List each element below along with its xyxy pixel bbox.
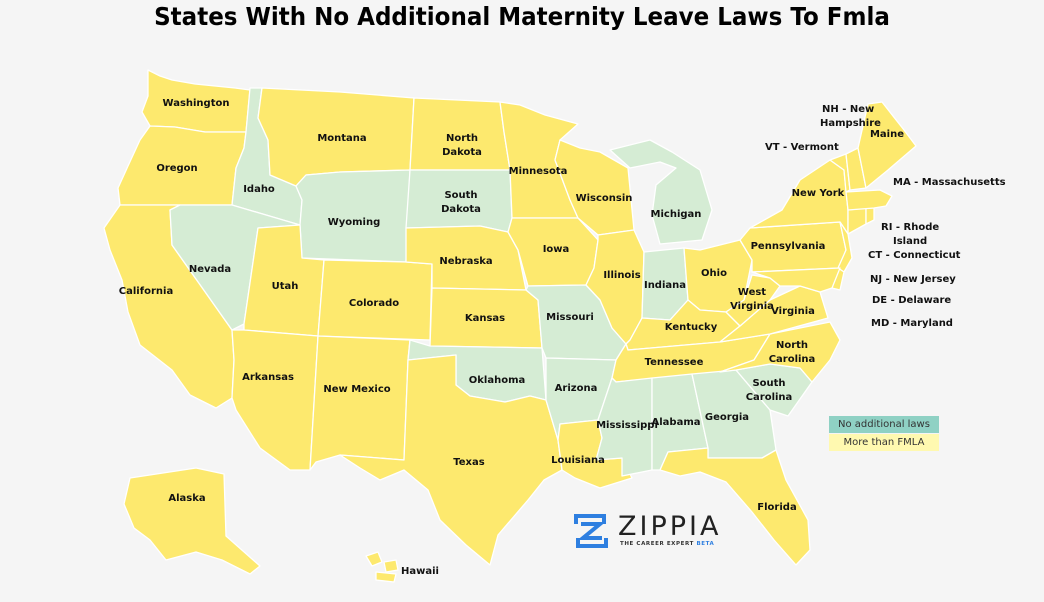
label-nebraska: Nebraska	[439, 256, 492, 267]
label-south-carolina-2: Carolina	[746, 392, 793, 403]
label-north-carolina-1: North	[776, 340, 808, 351]
abbr-ri-1: RI - Rhode	[881, 222, 939, 233]
state-texas[interactable]	[339, 354, 563, 566]
label-california: California	[119, 286, 173, 297]
state-arkansas[interactable]	[231, 329, 319, 471]
state-massachusetts[interactable]	[845, 189, 893, 211]
state-hawaii-2[interactable]	[383, 559, 399, 573]
abbr-ct: CT - Connecticut	[868, 250, 961, 261]
zippia-beta: BETA	[696, 541, 715, 547]
label-georgia: Georgia	[705, 412, 749, 423]
state-maine[interactable]	[857, 101, 917, 189]
state-illinois[interactable]	[585, 229, 645, 345]
label-alabama: Alabama	[652, 417, 701, 428]
state-north-carolina[interactable]	[719, 321, 841, 383]
label-kentucky: Kentucky	[665, 322, 718, 333]
label-illinois: Illinois	[603, 270, 640, 281]
abbr-nh-1: NH - New	[822, 104, 874, 115]
zippia-logo-icon	[574, 514, 608, 548]
label-maine: Maine	[870, 129, 904, 140]
label-wyoming: Wyoming	[328, 217, 381, 228]
labels-layer: Washington Oregon California Idaho Nevad…	[119, 98, 1006, 577]
state-virginia[interactable]	[719, 285, 829, 343]
state-hawaii-3[interactable]	[375, 571, 397, 583]
label-north-dakota-1: North	[446, 133, 478, 144]
label-west-virginia-2: Virginia	[730, 301, 774, 312]
zippia-tagline: THE CAREER EXPERT BETA	[620, 541, 714, 547]
label-washington: Washington	[163, 98, 230, 109]
abbr-nh-2: Hampshire	[820, 118, 881, 129]
label-south-dakota-2: Dakota	[441, 204, 481, 215]
label-idaho: Idaho	[243, 184, 275, 195]
label-arizona: Arizona	[555, 383, 598, 394]
abbr-vt: VT - Vermont	[765, 142, 839, 153]
label-colorado: Colorado	[349, 298, 399, 309]
label-north-carolina-2: Carolina	[769, 354, 816, 365]
state-new-mexico[interactable]	[309, 335, 411, 471]
state-hawaii-1[interactable]	[365, 551, 383, 567]
label-oregon: Oregon	[156, 163, 197, 174]
state-florida[interactable]	[659, 447, 811, 566]
abbr-de: DE - Delaware	[872, 295, 951, 306]
state-rhode-island[interactable]	[865, 207, 875, 225]
label-north-dakota-2: Dakota	[442, 147, 482, 158]
label-hawaii: Hawaii	[401, 566, 439, 577]
label-texas: Texas	[453, 457, 484, 468]
label-alaska: Alaska	[168, 493, 205, 504]
label-wisconsin: Wisconsin	[576, 193, 633, 204]
zippia-wordmark: ZIPPIA	[618, 511, 722, 542]
label-missouri: Missouri	[546, 312, 594, 323]
label-south-carolina-1: South	[752, 378, 785, 389]
label-minnesota: Minnesota	[509, 166, 568, 177]
abbr-nj: NJ - New Jersey	[870, 274, 956, 285]
label-iowa: Iowa	[543, 244, 570, 255]
state-wyoming[interactable]	[295, 169, 411, 263]
label-mississippi: Mississippi	[596, 420, 658, 431]
abbr-md: MD - Maryland	[871, 318, 953, 329]
state-maryland[interactable]	[751, 267, 841, 293]
label-oklahoma: Oklahoma	[469, 375, 525, 386]
legend-no-additional-laws: No additional laws	[829, 416, 939, 433]
state-connecticut[interactable]	[847, 207, 867, 235]
label-indiana: Indiana	[644, 280, 686, 291]
state-michigan[interactable]	[609, 139, 713, 245]
label-tennessee: Tennessee	[645, 357, 704, 368]
zippia-tagline-text: THE CAREER EXPERT	[620, 541, 694, 547]
label-virginia: Virginia	[771, 306, 815, 317]
label-nevada: Nevada	[189, 264, 231, 275]
label-arkansas: Arkansas	[242, 372, 294, 383]
legend-more-than-fmla: More than FMLA	[829, 434, 939, 451]
abbr-ri-2: Island	[893, 236, 927, 247]
label-ohio: Ohio	[701, 268, 727, 279]
zippia-logo: ZIPPIA THE CAREER EXPERT BETA	[574, 511, 744, 550]
label-pennsylvania: Pennsylvania	[751, 241, 826, 252]
states-layer	[103, 69, 917, 583]
label-new-mexico: New Mexico	[323, 384, 390, 395]
label-michigan: Michigan	[651, 209, 702, 220]
label-utah: Utah	[272, 281, 299, 292]
abbr-ma: MA - Massachusetts	[893, 177, 1006, 188]
state-alaska[interactable]	[123, 467, 261, 575]
label-west-virginia-1: West	[738, 287, 766, 298]
page-title: States With No Additional Maternity Leav…	[154, 2, 890, 31]
label-kansas: Kansas	[465, 313, 505, 324]
state-vermont[interactable]	[829, 153, 851, 193]
label-south-dakota-1: South	[444, 190, 477, 201]
label-florida: Florida	[757, 502, 796, 513]
label-montana: Montana	[317, 133, 366, 144]
state-south-dakota[interactable]	[405, 169, 513, 233]
label-louisiana: Louisiana	[551, 455, 605, 466]
label-new-york: New York	[792, 188, 845, 199]
